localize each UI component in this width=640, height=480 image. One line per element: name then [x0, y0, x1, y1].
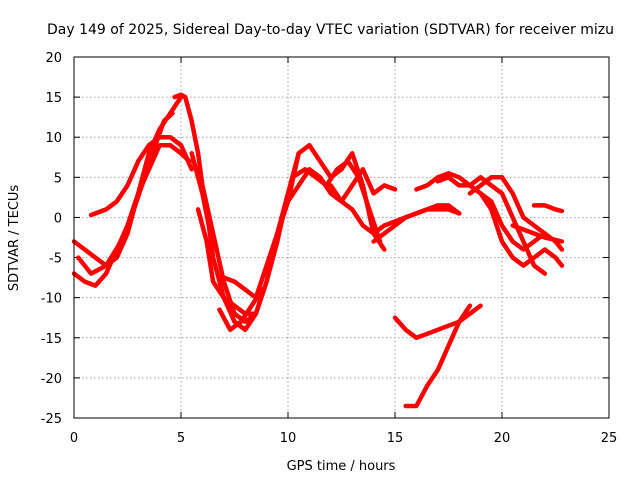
y-axis-label: SDTVAR / TECUs — [7, 185, 22, 292]
x-tick-label: 25 — [601, 431, 618, 446]
y-tick-label: 10 — [45, 131, 62, 146]
x-axis-label: GPS time / hours — [287, 459, 396, 474]
series-line-track-r — [435, 175, 548, 276]
series-line-track-i — [217, 287, 265, 333]
series-line-track-m — [328, 183, 462, 236]
series-line-track-t — [478, 191, 565, 268]
y-tick-label: 0 — [54, 211, 62, 226]
chart-title: Day 149 of 2025, Sidereal Day-to-day VTE… — [47, 22, 614, 38]
x-tick-label: 5 — [177, 431, 185, 446]
series-line-track-l — [290, 159, 383, 244]
series-line-track-d — [88, 134, 194, 218]
y-tick-label: 15 — [45, 91, 62, 106]
x-tick-label: 0 — [70, 431, 78, 446]
y-tick-label: 5 — [54, 171, 62, 186]
series-line-track-v — [510, 223, 565, 244]
y-tick-label: 20 — [45, 51, 62, 66]
x-tick-label: 15 — [387, 431, 404, 446]
y-tick-label: -20 — [41, 372, 62, 387]
series-line-track-o — [392, 303, 483, 341]
series-line-track-p — [403, 303, 473, 409]
series-line-track-c — [71, 142, 192, 288]
series-line-track-n — [371, 203, 462, 244]
plot-frame — [73, 56, 610, 419]
x-tick-label: 10 — [280, 431, 297, 446]
series-line-track-u — [531, 203, 565, 214]
y-tick-label: -15 — [41, 332, 62, 347]
y-tick-label: -25 — [41, 412, 62, 427]
x-tick-label: 20 — [494, 431, 511, 446]
y-tick-label: -5 — [49, 252, 62, 267]
series-group — [71, 92, 565, 409]
y-tick-label: -10 — [41, 292, 62, 307]
series-line-track-f — [189, 151, 291, 333]
